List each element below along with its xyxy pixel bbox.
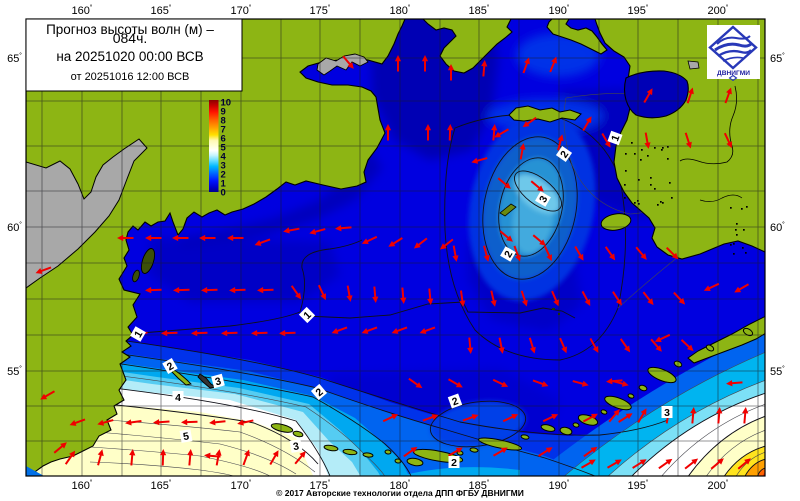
svg-text:3: 3 <box>664 407 670 419</box>
svg-text:3: 3 <box>292 440 300 453</box>
svg-text:7: 7 <box>221 125 226 136</box>
svg-text:4: 4 <box>175 392 181 404</box>
svg-text:2: 2 <box>502 249 515 260</box>
svg-text:9: 9 <box>221 107 226 118</box>
svg-text:165˚: 165˚ <box>150 479 171 492</box>
svg-text:084ч.: 084ч. <box>113 30 148 46</box>
svg-text:160˚: 160˚ <box>71 479 92 492</box>
svg-text:170˚: 170˚ <box>230 4 251 17</box>
svg-text:185˚: 185˚ <box>468 4 489 17</box>
svg-text:200˚: 200˚ <box>707 4 728 17</box>
svg-text:2: 2 <box>450 395 460 408</box>
svg-text:5: 5 <box>182 430 190 443</box>
svg-text:2: 2 <box>165 360 176 373</box>
svg-text:160˚: 160˚ <box>71 4 92 17</box>
svg-text:190˚: 190˚ <box>548 4 569 17</box>
svg-text:5: 5 <box>221 143 227 154</box>
svg-text:180˚: 180˚ <box>389 479 410 492</box>
svg-text:1: 1 <box>609 133 622 143</box>
svg-text:55˚: 55˚ <box>7 365 22 378</box>
svg-text:60˚: 60˚ <box>7 221 22 234</box>
svg-text:ДВНИГМИ: ДВНИГМИ <box>717 70 750 77</box>
svg-text:180˚: 180˚ <box>389 4 410 17</box>
svg-text:200˚: 200˚ <box>707 479 728 492</box>
svg-text:2: 2 <box>221 170 226 181</box>
svg-text:185˚: 185˚ <box>468 479 489 492</box>
svg-text:65˚: 65˚ <box>7 52 22 65</box>
svg-text:Прогноз высоты волн (м) –: Прогноз высоты волн (м) – <box>46 22 214 37</box>
svg-text:на 20251020 00:00 ВСВ: на 20251020 00:00 ВСВ <box>56 49 203 64</box>
svg-text:3: 3 <box>221 161 226 172</box>
svg-text:60˚: 60˚ <box>770 221 785 234</box>
svg-text:2: 2 <box>451 457 457 469</box>
svg-text:6: 6 <box>221 134 226 145</box>
svg-text:55˚: 55˚ <box>770 365 785 378</box>
svg-text:4: 4 <box>221 152 227 163</box>
svg-text:1: 1 <box>221 179 227 190</box>
svg-text:175˚: 175˚ <box>309 479 330 492</box>
svg-text:175˚: 175˚ <box>309 4 330 17</box>
svg-text:170˚: 170˚ <box>230 479 251 492</box>
svg-text:0: 0 <box>221 188 226 199</box>
svg-text:1: 1 <box>132 329 145 340</box>
svg-text:195˚: 195˚ <box>627 4 648 17</box>
svg-text:65˚: 65˚ <box>770 52 785 65</box>
svg-text:от 20251016 12:00 ВСВ: от 20251016 12:00 ВСВ <box>71 71 190 83</box>
svg-text:10: 10 <box>221 98 232 109</box>
svg-text:© 2017 Авторские технологии от: © 2017 Авторские технологии отдела ДПП Ф… <box>276 488 524 498</box>
svg-text:2: 2 <box>558 148 571 160</box>
svg-text:8: 8 <box>221 116 226 127</box>
svg-text:190˚: 190˚ <box>548 479 569 492</box>
svg-text:3: 3 <box>214 375 223 388</box>
svg-text:165˚: 165˚ <box>150 4 171 17</box>
svg-text:195˚: 195˚ <box>627 479 648 492</box>
svg-text:3: 3 <box>537 194 550 205</box>
